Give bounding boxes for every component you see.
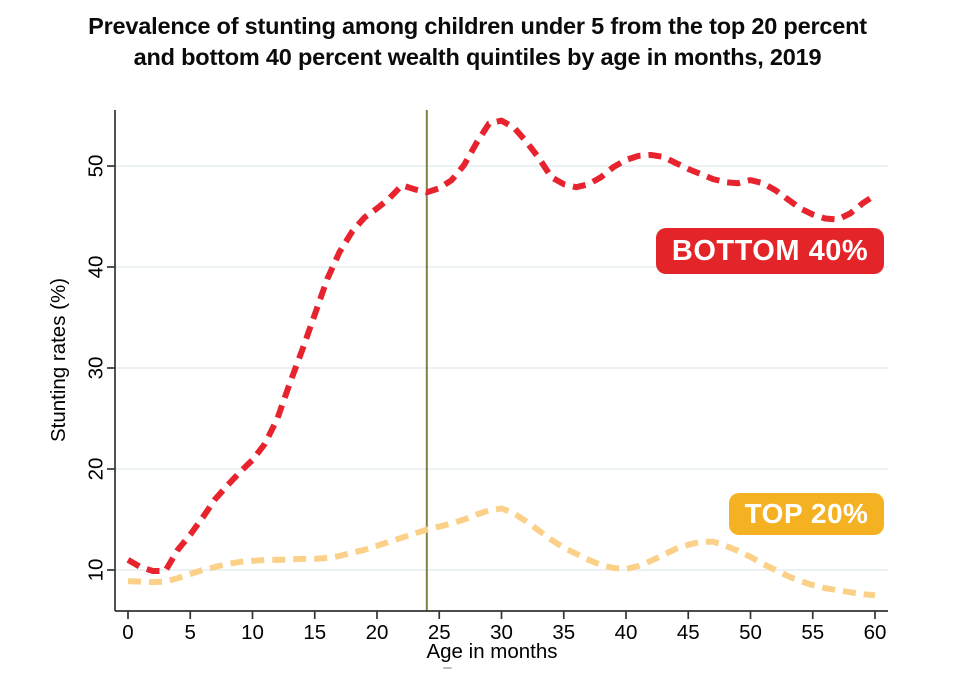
caption-artifact-mark	[443, 667, 452, 669]
svg-text:0: 0	[122, 621, 133, 644]
svg-text:20: 20	[85, 458, 108, 481]
y-axis-title: Stunting rates (%)	[47, 277, 70, 443]
svg-text:30: 30	[85, 357, 108, 380]
svg-text:5: 5	[185, 621, 196, 644]
svg-text:60: 60	[864, 621, 887, 644]
svg-text:35: 35	[552, 621, 575, 644]
svg-text:25: 25	[428, 621, 451, 644]
svg-text:50: 50	[85, 155, 108, 178]
svg-text:40: 40	[85, 256, 108, 279]
svg-text:10: 10	[241, 621, 264, 644]
series-badge-bottom-40: BOTTOM 40%	[656, 228, 884, 274]
x-axis-title: Age in months	[426, 640, 558, 663]
svg-text:50: 50	[739, 621, 762, 644]
svg-text:40: 40	[615, 621, 638, 644]
series-badge-top-20: TOP 20%	[729, 493, 884, 535]
chart-title: Prevalence of stunting among children un…	[38, 11, 918, 73]
svg-text:20: 20	[366, 621, 389, 644]
svg-text:55: 55	[801, 621, 824, 644]
svg-text:15: 15	[303, 621, 326, 644]
svg-text:45: 45	[677, 621, 700, 644]
svg-text:30: 30	[490, 621, 513, 644]
svg-text:10: 10	[85, 559, 108, 582]
chart-title-line-2: and bottom 40 percent wealth quintiles b…	[133, 44, 822, 70]
chart-title-line-1: Prevalence of stunting among children un…	[88, 13, 867, 39]
